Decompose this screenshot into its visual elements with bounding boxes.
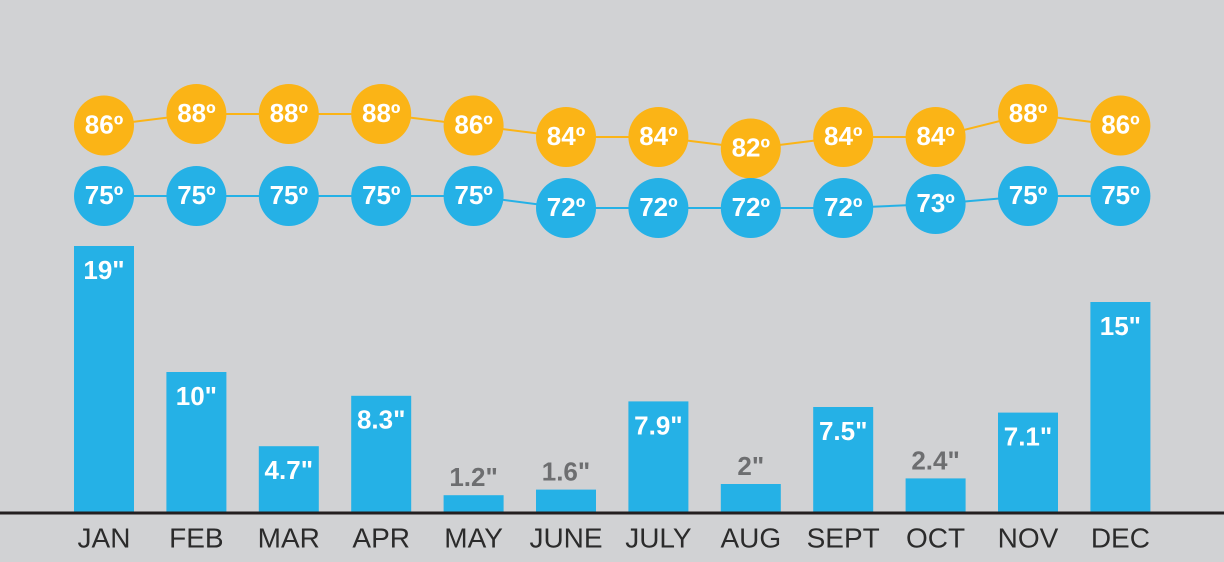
temp-label: 75º [362, 180, 401, 210]
temp-marker [813, 107, 874, 167]
bar [1090, 302, 1151, 512]
temp-label: 86º [85, 109, 124, 139]
value-label: 2" [737, 451, 764, 481]
bar [166, 372, 227, 512]
temp-marker [720, 118, 781, 179]
temp-label: 86º [454, 109, 493, 139]
temp-label: 72º [732, 192, 771, 222]
temp-marker [443, 95, 504, 156]
temp-label: 88º [362, 98, 401, 128]
x-tick-label: APR [352, 522, 410, 553]
x-tick-label: SEPT [807, 522, 880, 553]
value-label: 1.2" [449, 462, 497, 492]
temp-marker [74, 166, 134, 226]
x-tick-label: NOV [998, 522, 1059, 553]
temp-label: 73º [916, 188, 955, 218]
temp-label: 75º [177, 180, 216, 210]
temp-marker [628, 178, 689, 238]
temp-label: 72º [639, 192, 678, 222]
temp-label: 75º [1101, 180, 1140, 210]
bar [351, 395, 412, 512]
x-tick-label: AUG [720, 522, 781, 553]
temp-label: 82º [732, 132, 771, 162]
temp-marker [905, 174, 966, 234]
temp-label: 86º [1101, 109, 1140, 139]
temp-marker [998, 84, 1058, 144]
temp-label: 84º [547, 121, 586, 151]
temp-marker [813, 178, 874, 238]
temp-label: 84º [824, 121, 863, 151]
temp-label: 75º [454, 180, 493, 210]
temp-marker [1090, 95, 1151, 156]
temp-label: 88º [1009, 98, 1048, 128]
temp-marker [258, 166, 319, 226]
temp-marker [351, 166, 412, 226]
x-tick-label: JUNE [529, 522, 602, 553]
x-tick-label: JULY [625, 522, 692, 553]
temp-marker [166, 84, 227, 144]
x-tick-label: FEB [169, 522, 223, 553]
value-label: 10" [176, 381, 217, 411]
temp-label: 75º [85, 180, 124, 210]
temp-marker [443, 166, 504, 226]
temp-marker [905, 107, 966, 167]
temp-marker [998, 166, 1058, 226]
temp-marker [351, 84, 412, 144]
temp-label: 84º [639, 121, 678, 151]
x-tick-label: OCT [906, 522, 965, 553]
bar [536, 489, 596, 512]
temp-marker [1090, 166, 1151, 226]
bar [905, 478, 966, 512]
bar [443, 495, 504, 512]
bar [998, 412, 1058, 512]
x-tick-label: MAY [444, 522, 503, 553]
bar [258, 446, 319, 512]
value-label: 15" [1100, 311, 1141, 341]
temp-label: 88º [270, 98, 309, 128]
temp-label: 72º [547, 192, 586, 222]
bar [628, 401, 689, 512]
temp-marker [720, 178, 781, 238]
value-label: 7.1" [1004, 421, 1052, 451]
temp-marker [258, 84, 319, 144]
x-tick-label: DEC [1091, 522, 1150, 553]
value-label: 1.6" [542, 456, 590, 486]
value-label: 7.9" [634, 410, 682, 440]
temp-label: 72º [824, 192, 863, 222]
value-label: 19" [83, 255, 124, 285]
temp-label: 88º [177, 98, 216, 128]
value-label: 7.5" [819, 416, 867, 446]
bar [720, 484, 781, 512]
temp-marker [536, 107, 596, 167]
value-label: 2.4" [911, 445, 959, 475]
bar [813, 407, 874, 512]
temp-marker [166, 166, 227, 226]
temp-marker [536, 178, 596, 238]
temp-label: 84º [916, 121, 955, 151]
value-label: 4.7" [265, 455, 313, 485]
x-tick-label: JAN [78, 522, 131, 553]
temp-label: 75º [270, 180, 309, 210]
temp-marker [74, 95, 134, 156]
value-label: 8.3" [357, 405, 405, 435]
temp-marker [628, 107, 689, 167]
temp-label: 75º [1009, 180, 1048, 210]
bar [74, 246, 134, 512]
x-tick-label: MAR [258, 522, 320, 553]
